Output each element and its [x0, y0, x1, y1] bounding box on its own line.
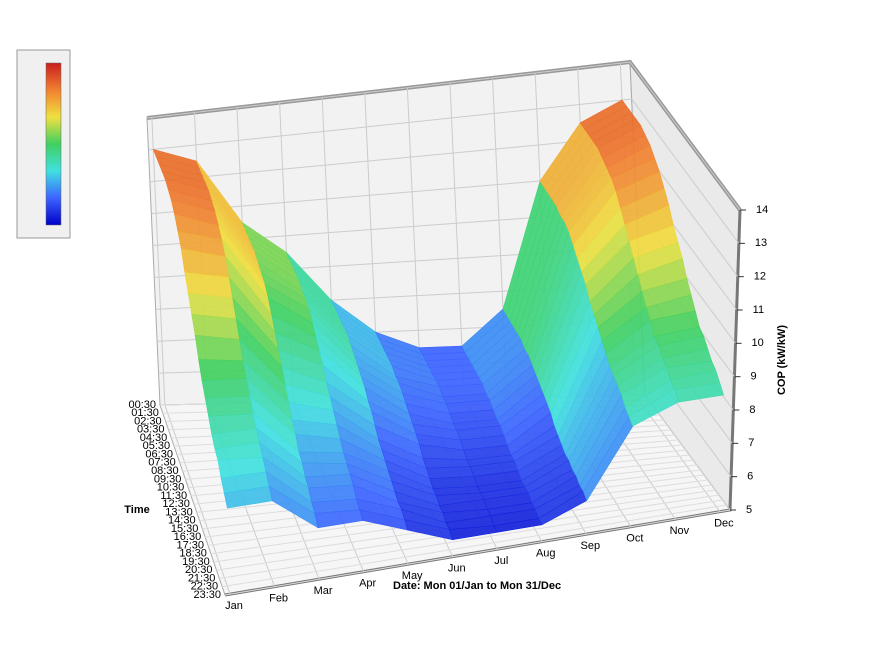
x-tick-label: May — [402, 570, 423, 582]
surface-cell — [201, 378, 251, 399]
y-tick-label: 04:30 — [140, 432, 168, 444]
colorbar — [45, 62, 62, 226]
grid-line — [148, 98, 740, 244]
y-tick-label: 13:30 — [165, 506, 193, 518]
y-tick-label: 05:30 — [143, 440, 171, 452]
surface-cell — [198, 359, 247, 381]
y-tick-label: 18:30 — [179, 548, 207, 560]
y-tick-label: 22:30 — [191, 581, 219, 593]
z-tick-label: 13 — [755, 237, 767, 249]
y-tick-label: 00:30 — [128, 399, 156, 411]
x-tick-label: Nov — [670, 525, 690, 537]
y-tick-label: 11:30 — [160, 490, 187, 502]
x-axis-title: Date: Mon 01/Jan to Mon 31/Dec — [393, 580, 561, 592]
y-tick-label: 01:30 — [131, 407, 159, 419]
x-tick-label: Oct — [626, 533, 643, 545]
grid-line — [146, 61, 741, 211]
y-tick-label: 14:30 — [168, 515, 196, 527]
y-tick-label: 17:30 — [177, 539, 205, 551]
y-tick-label: 20:30 — [185, 564, 213, 576]
z-tick-label: 11 — [753, 304, 764, 316]
surface-cell — [298, 451, 348, 464]
x-tick-label: Feb — [269, 593, 288, 605]
colorbar-box — [16, 49, 71, 239]
y-tick-label: 12:30 — [162, 498, 190, 510]
y-tick-label: 03:30 — [137, 424, 165, 436]
x-tick-label: Jan — [225, 600, 243, 612]
x-tick-label: Jun — [448, 563, 466, 575]
x-tick-label: Aug — [536, 548, 556, 560]
grid-line — [219, 499, 723, 579]
y-tick-label: 19:30 — [182, 556, 210, 568]
z-tick-label: 6 — [747, 471, 753, 483]
z-tick-label: 12 — [754, 271, 766, 283]
y-tick-label: 10:30 — [157, 482, 185, 494]
grid-line — [222, 504, 727, 588]
surface — [152, 99, 725, 541]
y-tick-label: 06:30 — [145, 448, 173, 460]
x-tick-label: Sep — [581, 540, 601, 552]
y-tick-label: 21:30 — [188, 572, 216, 584]
y-tick-label: 07:30 — [148, 457, 176, 469]
grid-line — [224, 509, 731, 596]
x-tick-label: Dec — [714, 518, 734, 530]
x-tick-label: Jul — [494, 555, 508, 567]
z-tick-label: 9 — [750, 371, 756, 383]
y-tick-label: 16:30 — [174, 531, 202, 543]
surface-cell — [674, 382, 725, 403]
surface-cell — [204, 395, 254, 417]
x-tick-label: Mar — [314, 585, 333, 597]
z-tick-label: 7 — [748, 437, 754, 449]
z-tick-label: 14 — [756, 204, 768, 216]
y-tick-label: 02:30 — [134, 415, 162, 427]
y-tick-label: 23:30 — [193, 589, 221, 601]
z-tick-label: 5 — [746, 504, 752, 516]
z-tick-label: 8 — [749, 404, 755, 416]
y-tick-label: 08:30 — [151, 465, 179, 477]
z-axis-title: COP (kW/kW) — [776, 325, 788, 395]
y-axis-title: Time — [124, 504, 149, 516]
z-tick-label: 10 — [752, 337, 764, 349]
y-tick-label: 09:30 — [154, 473, 182, 485]
y-tick-label: 15:30 — [171, 523, 199, 535]
x-tick-label: Apr — [359, 578, 376, 590]
